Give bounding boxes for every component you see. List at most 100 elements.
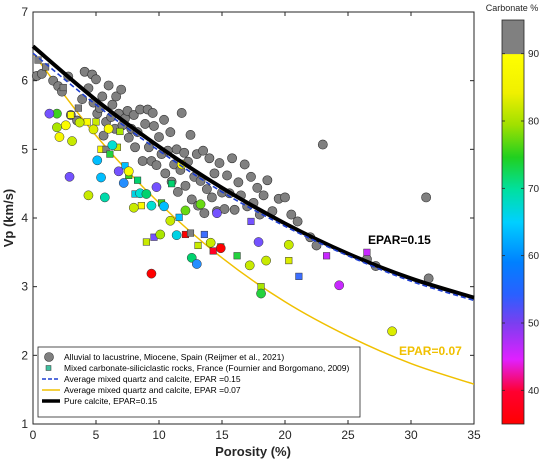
data-point [198,145,208,156]
data-point [180,180,191,191]
y-tick-label: 4 [21,211,28,225]
y-tick-label: 5 [21,142,28,156]
data-point [222,170,232,181]
data-point-circle [155,229,166,240]
annotation-epar-007: EPAR=0.07 [399,344,462,358]
data-point [252,182,263,193]
data-point-square [67,111,75,119]
colorbar: Carbonate % 40 50 60 70 80 90 [486,3,540,425]
data-point [97,91,108,102]
data-point [262,175,273,186]
data-point-circle [180,205,191,216]
data-point-circle [44,108,55,119]
data-point-circle [387,326,397,337]
data-point [258,190,269,201]
legend-marker-france [45,365,52,371]
y-tick-label: 2 [21,348,28,362]
data-point [159,114,169,125]
data-point-square [137,202,145,210]
data-point [317,139,328,150]
data-point [172,187,183,197]
data-point [91,74,101,85]
data-point-circle [212,208,222,219]
data-point-circle [205,237,216,248]
data-point [286,209,297,220]
data-point [160,168,171,179]
data-point [239,159,250,170]
data-point-circle [195,199,206,210]
colorbar-tick-label: 70 [528,184,540,195]
data-point-square [186,229,195,237]
y-axis: 1 2 3 4 5 6 7 [21,5,474,431]
data-point-circle [107,140,118,151]
data-point-circle [103,123,114,134]
data-point-circle [334,280,345,291]
data-point [199,208,210,219]
data-point-circle [256,288,266,299]
data-point-square [168,180,176,188]
x-axis: 0 5 10 15 20 25 30 35 [30,12,481,442]
x-tick-label: 20 [278,428,292,442]
data-point [128,110,139,120]
data-point-square [209,247,217,255]
data-point-square [247,217,255,225]
colorbar-tick-label: 50 [528,319,540,330]
data-point-circle [52,122,62,133]
colorbar-tick-label: 90 [528,49,540,60]
legend-label-mixed-007: Average mixed quartz and calcite, EPAR =… [64,385,241,395]
data-point-circle [92,155,103,166]
y-tick-label: 7 [21,5,28,19]
data-point [214,158,225,168]
data-point-circle [113,166,124,177]
data-point-square [116,127,124,136]
data-point [123,132,134,143]
data-point-circle [88,124,99,135]
data-point [116,84,127,95]
data-point-circle [128,202,139,213]
data-point-circle [261,255,271,266]
data-point [147,108,158,118]
data-point [140,119,151,129]
data-point [176,108,187,118]
data-point-square [194,241,202,250]
data-point-circle [60,120,71,131]
data-point [149,121,159,131]
data-point-square [59,83,67,92]
data-point [246,171,256,182]
data-point [233,177,244,188]
data-point-square [363,248,371,256]
data-point [219,204,230,214]
x-tick-label: 25 [341,428,355,442]
colorbar-ticks: 40 50 60 70 80 90 [502,49,540,397]
legend-label-france: Mixed carbonate-siliciclastic rocks, Fra… [64,363,350,373]
data-point-circle [99,192,110,203]
data-point [292,216,303,227]
data-point-square [106,150,114,158]
data-point-square [92,118,100,126]
data-point [36,68,47,79]
data-point-circle [244,260,255,271]
data-point-circle [64,171,75,182]
y-tick-label: 3 [21,280,28,294]
data-point-square [134,176,142,184]
colorbar-bar [501,19,525,425]
data-point-square [74,104,82,112]
x-tick-label: 0 [30,428,37,442]
data-point-circle [146,200,157,211]
colorbar-tick-label: 60 [528,251,540,262]
y-tick-label: 1 [21,417,28,431]
data-point-circle [215,243,226,254]
data-point-square [200,230,208,239]
data-point [130,142,140,153]
data-point [280,192,290,203]
data-point [186,194,197,205]
data-point [111,91,122,102]
data-point-circle [123,166,134,177]
data-point-square [323,252,331,260]
data-point [207,192,217,203]
data-point-square [233,252,241,260]
data-point [185,130,196,140]
data-point-square [142,238,150,246]
x-tick-label: 35 [467,428,481,442]
